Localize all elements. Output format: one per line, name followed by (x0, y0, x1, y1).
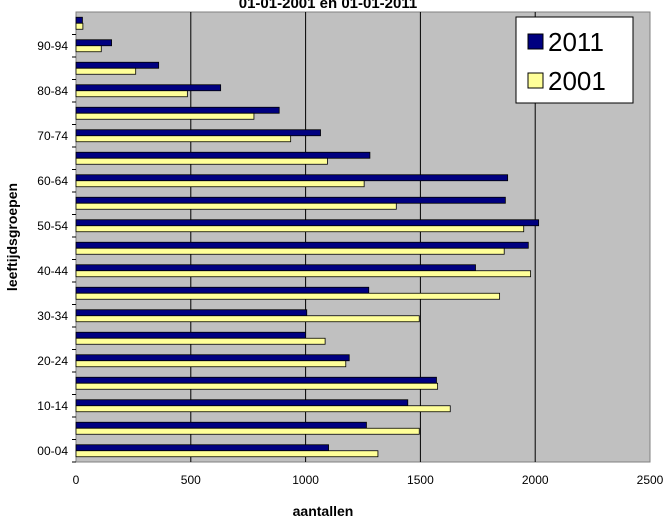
legend-swatch-2011 (527, 33, 544, 50)
bar-2011-20-24 (75, 354, 350, 362)
bar-2011-10-14 (75, 399, 409, 407)
x-tick-label: 1000 (292, 473, 319, 487)
x-axis-title: aantallen (293, 503, 354, 519)
bar-2001-25-29 (75, 337, 326, 345)
bar-2001-10-14 (75, 405, 451, 413)
bar-2001-95+ (75, 22, 84, 30)
bar-2001-80-84 (75, 90, 188, 98)
bar-2001-60-64 (75, 180, 365, 188)
bar-2011-85-89 (75, 61, 160, 69)
bar-2001-55-59 (75, 202, 397, 210)
bar-2011-65-69 (75, 151, 371, 159)
y-tick-label: 90-94 (37, 39, 68, 53)
legend: 2011 2001 (515, 16, 634, 104)
y-tick-label: 40-44 (37, 264, 68, 278)
x-tick-label: 500 (181, 473, 201, 487)
bar-2011-15-19 (75, 376, 437, 384)
bar-2001-40-44 (75, 270, 532, 278)
legend-box (515, 16, 634, 104)
bar-2011-90-94 (75, 39, 112, 47)
bar-2011-05-09 (75, 421, 367, 429)
bar-2011-70-74 (75, 129, 321, 137)
bar-2001-75-79 (75, 112, 255, 120)
legend-label-2001: 2001 (548, 66, 606, 96)
y-tick-label: 50-54 (37, 219, 68, 233)
bar-2001-00-04 (75, 450, 379, 458)
bar-2011-00-04 (75, 444, 329, 452)
y-tick-label: 30-34 (37, 309, 68, 323)
bar-2011-25-29 (75, 331, 307, 339)
bar-2011-95+ (75, 16, 83, 24)
x-tick-label: 0 (73, 473, 80, 487)
bar-2001-05-09 (75, 427, 420, 435)
y-tick-label: 60-64 (37, 174, 68, 188)
bars (75, 16, 540, 458)
x-tick-label: 2500 (637, 473, 664, 487)
x-tick-label: 2000 (522, 473, 549, 487)
legend-label-2011: 2011 (548, 27, 604, 57)
bar-2011-50-54 (75, 219, 540, 227)
bar-2001-35-39 (75, 292, 501, 300)
y-tick-label: 20-24 (37, 354, 68, 368)
y-tick-label: 70-74 (37, 129, 68, 143)
bar-2001-15-19 (75, 382, 439, 390)
bar-2011-45-49 (75, 241, 529, 249)
bar-2001-85-89 (75, 67, 137, 75)
bar-2001-50-54 (75, 225, 525, 233)
bar-2011-30-34 (75, 309, 308, 317)
bar-2001-30-34 (75, 315, 420, 323)
bar-2011-40-44 (75, 264, 476, 272)
x-tick-labels: 0 500 1000 1500 2000 2500 (73, 473, 664, 487)
y-tick-label: 00-04 (37, 444, 68, 458)
bar-2011-75-79 (75, 106, 280, 114)
bar-2011-55-59 (75, 196, 506, 204)
y-tick-label: 80-84 (37, 84, 68, 98)
chart-title: 01-01-2001 en 01-01-2011 (239, 0, 417, 12)
bar-2001-20-24 (75, 360, 347, 368)
bar-2011-80-84 (75, 84, 222, 92)
y-tick-labels: 00-04 10-14 20-24 30-34 40-44 50-54 60-64 70-74… (37, 34, 76, 463)
bar-2011-35-39 (75, 286, 370, 294)
bar-2001-65-69 (75, 157, 328, 165)
legend-swatch-2001 (527, 72, 544, 89)
bar-2001-45-49 (75, 247, 505, 255)
bar-2001-90-94 (75, 45, 102, 53)
bar-2001-70-74 (75, 135, 292, 143)
y-axis-title: leeftijdsgroepen (4, 183, 20, 291)
y-tick-label: 10-14 (37, 399, 68, 413)
bar-2011-60-64 (75, 174, 509, 182)
x-tick-label: 1500 (407, 473, 434, 487)
